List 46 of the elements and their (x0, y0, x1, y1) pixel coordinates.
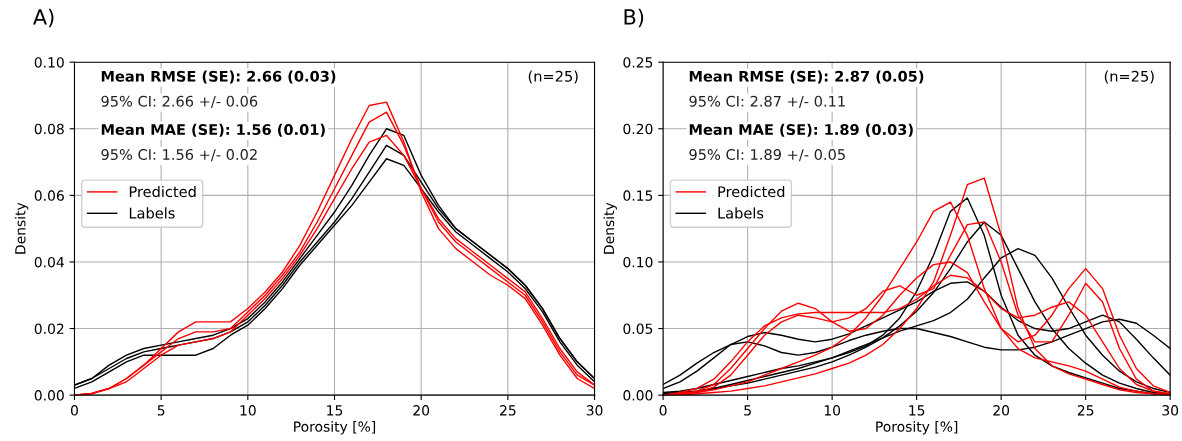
y-tick-label: 0.25 (623, 57, 653, 68)
annotation: Mean MAE (SE): 1.56 (0.01) (101, 123, 325, 137)
chart-title: B) (624, 8, 644, 28)
y-tick-label: 0.15 (623, 190, 653, 201)
x-tick-label: 5 (744, 405, 751, 416)
y-tick-label: 0.10 (34, 57, 64, 68)
y-tick-label: 0.05 (623, 323, 653, 335)
y-tick-label: 0.02 (34, 323, 64, 335)
x-tick-label: 15 (327, 405, 343, 416)
x-tick-label: 25 (1077, 405, 1094, 416)
x-tick-label: 0 (659, 405, 667, 416)
x-tick-label: 25 (500, 405, 516, 416)
x-tick-label: 20 (993, 405, 1010, 416)
legend-label: Predicted (718, 185, 785, 198)
y-tick-label: 0.20 (623, 123, 653, 135)
x-tick-label: 30 (586, 405, 603, 416)
annotation: 95% CI: 2.66 +/- 0.06 (101, 95, 258, 108)
annotation: Mean RMSE (SE): 2.66 (0.03) (101, 70, 336, 84)
x-tick-label: 10 (824, 405, 841, 416)
y-tick-label: 0.04 (34, 256, 64, 268)
y-tick-label: 0.00 (623, 390, 653, 401)
x-axis-title: Porosity [%] (876, 421, 958, 435)
annotation: (n=25) (1104, 70, 1154, 84)
y-axis-title: Density (603, 202, 617, 254)
annotation: Mean MAE (SE): 1.89 (0.03) (689, 123, 913, 137)
legend-label: Labels (129, 207, 175, 219)
annotation: 95% CI: 2.87 +/- 0.11 (689, 95, 845, 108)
x-tick-label: 15 (909, 405, 925, 416)
annotation: Mean RMSE (SE): 2.87 (0.05) (689, 70, 924, 84)
x-tick-label: 0 (70, 405, 78, 416)
annotation: 95% CI: 1.56 +/- 0.02 (101, 149, 257, 162)
x-axis-title: Porosity [%] (294, 421, 376, 435)
chart-title: A) (33, 8, 54, 28)
y-axis-title: Density (14, 202, 29, 254)
annotation: (n=25) (528, 70, 578, 84)
y-tick-label: 0.10 (623, 256, 653, 268)
y-tick-label: 0.06 (34, 190, 64, 201)
x-tick-label: 30 (1162, 405, 1179, 416)
legend-label: Labels (718, 207, 764, 219)
y-tick-label: 0.08 (34, 123, 64, 135)
annotation: 95% CI: 1.89 +/- 0.05 (689, 149, 845, 162)
x-tick-label: 10 (240, 405, 256, 416)
legend-label: Predicted (129, 185, 196, 198)
y-tick-label: 0.00 (34, 390, 64, 401)
x-tick-label: 20 (413, 405, 430, 416)
x-tick-label: 5 (157, 405, 165, 416)
